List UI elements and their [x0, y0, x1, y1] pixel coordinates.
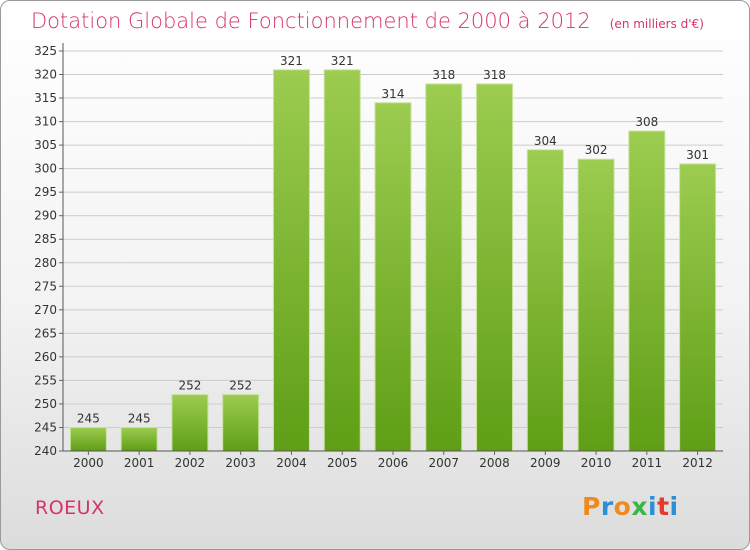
x-tick-labels: 2000 2001 2002 2003 2004 2005 2006 2007 2008 2009… [73, 451, 713, 470]
x-tick-label-2008: 2008 [479, 456, 510, 470]
x-tick-label-2002: 2002 [175, 456, 206, 470]
value-label-2006: 314 [382, 87, 405, 101]
bar-2007 [425, 83, 463, 452]
value-label-2008: 318 [483, 68, 506, 82]
logo-letter: i [669, 492, 679, 521]
x-tick-label-2000: 2000 [73, 456, 104, 470]
y-tick-label: 320 [34, 68, 57, 82]
bar-2003 [222, 394, 260, 452]
logo-letter: o [613, 492, 632, 521]
x-tick-label-2009: 2009 [530, 456, 561, 470]
bar-2002 [171, 394, 209, 452]
y-tick-label: 265 [34, 326, 57, 340]
y-tick-labels: 240 245 250 255 260 265 270 275 280 285 290 295 300 3… [34, 44, 57, 458]
commune-name: ROEUX [35, 497, 105, 519]
y-tick-label: 280 [34, 256, 57, 270]
value-label-2003: 252 [229, 379, 252, 393]
x-tick-label-2005: 2005 [327, 456, 358, 470]
value-label-2011: 308 [635, 115, 658, 129]
y-tick-label: 300 [34, 162, 57, 176]
x-tick-label-2003: 2003 [225, 456, 256, 470]
logo-letter: t [657, 492, 670, 521]
bar-2012 [679, 163, 717, 452]
y-tick-label: 315 [34, 91, 57, 105]
x-tick-label-2004: 2004 [276, 456, 307, 470]
bar-2010 [577, 158, 615, 452]
value-label-2009: 304 [534, 134, 557, 148]
bar-2001 [120, 426, 158, 452]
y-tick-label: 295 [34, 185, 57, 199]
proxiti-logo: Proxiti [582, 492, 679, 521]
value-label-2001: 245 [128, 411, 151, 425]
value-labels: 245 245 252 252 321 321 314 318 318 304 302 308 301 [77, 54, 709, 426]
value-label-2000: 245 [77, 411, 100, 425]
logo-letter: i [648, 492, 658, 521]
value-label-2012: 301 [686, 148, 709, 162]
bars [69, 69, 717, 452]
x-tick-label-2001: 2001 [124, 456, 155, 470]
x-tick-label-2006: 2006 [378, 456, 409, 470]
logo-letter: P [582, 492, 601, 521]
x-tick-label-2010: 2010 [581, 456, 612, 470]
bar-2000 [69, 426, 107, 452]
x-tick-label-2011: 2011 [632, 456, 663, 470]
chart-title: Dotation Globale de Fonctionnement de 20… [31, 9, 591, 33]
y-tick-label: 305 [34, 138, 57, 152]
unit-note: (en milliers d'€) [609, 17, 704, 31]
y-tick-label: 255 [34, 373, 57, 387]
bar-2008 [476, 83, 514, 452]
title-row: Dotation Globale de Fonctionnement de 20… [31, 9, 704, 33]
value-label-2007: 318 [432, 68, 455, 82]
y-tick-label: 240 [34, 444, 57, 458]
y-tick-label: 245 [34, 420, 57, 434]
bar-2006 [374, 102, 412, 452]
bar-2004 [272, 69, 310, 452]
bar-2011 [628, 130, 666, 452]
y-tick-label: 260 [34, 350, 57, 364]
logo-letter: r [600, 492, 614, 521]
y-tick-label: 325 [34, 44, 57, 58]
bar-2005 [323, 69, 361, 452]
value-label-2002: 252 [178, 379, 201, 393]
y-tick-label: 285 [34, 232, 57, 246]
y-tick-label: 290 [34, 209, 57, 223]
value-label-2010: 302 [585, 143, 608, 157]
value-label-2004: 321 [280, 54, 303, 68]
bar-2009 [526, 149, 564, 452]
y-tick-label: 270 [34, 303, 57, 317]
x-tick-label-2012: 2012 [682, 456, 713, 470]
x-tick-label-2007: 2007 [428, 456, 459, 470]
y-tick-label: 275 [34, 279, 57, 293]
value-label-2005: 321 [331, 54, 354, 68]
y-tick-label: 310 [34, 115, 57, 129]
y-tick-label: 250 [34, 397, 57, 411]
logo-letter: x [631, 492, 648, 521]
